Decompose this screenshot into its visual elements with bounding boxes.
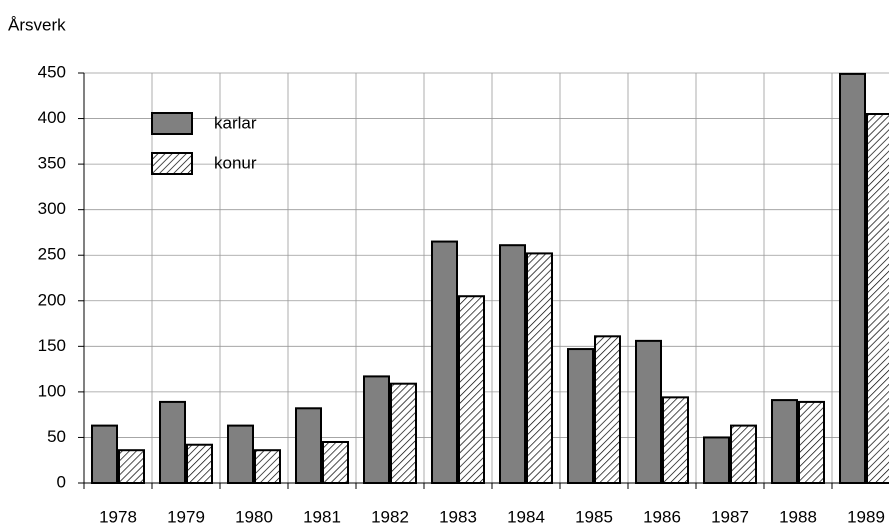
y-tick-label: 50 xyxy=(47,427,66,446)
bar xyxy=(322,441,349,484)
legend-swatch xyxy=(151,112,193,135)
y-tick-label: 400 xyxy=(38,108,66,127)
y-tick-label: 0 xyxy=(57,472,66,491)
bar xyxy=(798,400,825,484)
x-tick-label: 1979 xyxy=(167,507,205,526)
bar xyxy=(526,252,553,484)
bar xyxy=(390,382,417,485)
legend-swatch xyxy=(151,152,193,175)
x-tick-label: 1985 xyxy=(575,507,613,526)
bar xyxy=(431,240,458,484)
bar xyxy=(866,113,889,484)
x-tick-label: 1987 xyxy=(711,507,749,526)
bar xyxy=(730,424,757,485)
y-axis-title: Årsverk xyxy=(8,15,66,34)
x-tick-label: 1983 xyxy=(439,507,477,526)
bar xyxy=(186,443,213,485)
legend-label: konur xyxy=(214,153,257,172)
bar xyxy=(567,348,594,485)
x-tick-label: 1988 xyxy=(779,507,817,526)
y-tick-label: 200 xyxy=(38,290,66,309)
x-tick-label: 1980 xyxy=(235,507,273,526)
bar xyxy=(254,449,281,485)
x-tick-label: 1982 xyxy=(371,507,409,526)
bar xyxy=(159,400,186,484)
x-tick-label: 1984 xyxy=(507,507,545,526)
bar xyxy=(363,375,390,484)
bar xyxy=(499,244,526,484)
bar xyxy=(91,424,118,485)
x-tick-label: 1981 xyxy=(303,507,341,526)
y-tick-label: 350 xyxy=(38,154,66,173)
y-tick-label: 250 xyxy=(38,245,66,264)
y-tick-label: 450 xyxy=(38,62,66,81)
x-tick-label: 1978 xyxy=(99,507,137,526)
x-tick-label: 1986 xyxy=(643,507,681,526)
bar xyxy=(662,396,689,485)
bar xyxy=(458,295,485,484)
bar xyxy=(594,335,621,484)
y-tick-label: 300 xyxy=(38,199,66,218)
bar xyxy=(703,436,730,485)
y-tick-label: 100 xyxy=(38,381,66,400)
bar xyxy=(839,72,866,485)
bar xyxy=(295,407,322,484)
bar xyxy=(227,424,254,485)
bar xyxy=(635,339,662,484)
x-tick-label: 1989 xyxy=(847,507,885,526)
legend-label: karlar xyxy=(214,113,257,132)
bar xyxy=(771,399,798,485)
y-tick-label: 150 xyxy=(38,336,66,355)
bar xyxy=(118,449,145,485)
